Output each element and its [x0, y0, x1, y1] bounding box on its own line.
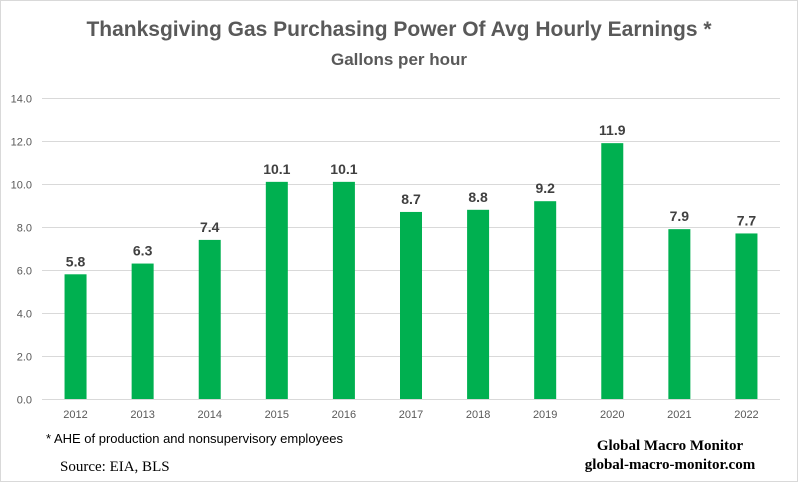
bar-2012	[64, 274, 87, 399]
x-tick-label-2012: 2012	[63, 409, 87, 421]
y-tick-label: 6.0	[17, 266, 32, 278]
data-label-2015: 10.1	[263, 161, 290, 177]
bar-2014	[198, 239, 221, 399]
source-note: Source: EIA, BLS	[60, 459, 170, 475]
brand-name: Global Macro Monitor	[596, 438, 744, 454]
bar-2021	[668, 229, 691, 399]
x-tick-label-2017: 2017	[399, 409, 423, 421]
x-axis-ticks: 2012 2013 2014 2015 2016 2017 2018 2019 2020 2021…	[63, 409, 758, 421]
y-tick-label: 4.0	[17, 309, 32, 321]
chart-title: Thanksgiving Gas Purchasing Power Of Avg…	[86, 18, 712, 41]
bar-2018	[467, 209, 490, 399]
y-tick-label: 12.0	[11, 137, 32, 149]
bar-2017	[400, 211, 422, 399]
bar-2019	[534, 201, 557, 399]
y-tick-label: 14.0	[11, 94, 32, 106]
y-tick-label: 10.0	[11, 180, 32, 192]
x-tick-label-2016: 2016	[332, 409, 356, 421]
data-label-2019: 9.2	[535, 180, 555, 196]
data-label-2021: 7.9	[670, 208, 690, 224]
x-tick-label-2014: 2014	[197, 409, 221, 421]
y-tick-label: 8.0	[17, 223, 32, 235]
y-axis-ticks: 0.0 2.0 4.0 6.0 8.0 10.0 12.0 14.0	[11, 94, 32, 407]
data-label-2012: 5.8	[66, 253, 86, 269]
bars	[64, 143, 758, 399]
data-label-2020: 11.9	[599, 122, 626, 138]
y-tick-label: 0.0	[17, 395, 32, 407]
x-tick-label-2019: 2019	[533, 409, 557, 421]
data-label-2018: 8.8	[468, 189, 488, 205]
x-tick-label-2022: 2022	[734, 409, 758, 421]
x-tick-label-2021: 2021	[667, 409, 691, 421]
brand-url: global-macro-monitor.com	[584, 457, 756, 473]
brand-block: Global Macro Monitor global-macro-monito…	[560, 437, 780, 475]
data-label-2016: 10.1	[330, 161, 357, 177]
data-label-2017: 8.7	[401, 191, 421, 207]
y-tick-label: 2.0	[17, 352, 32, 364]
x-tick-label-2018: 2018	[466, 409, 490, 421]
data-label-2013: 6.3	[133, 243, 153, 259]
data-label-2014: 7.4	[200, 219, 220, 235]
bar-2022	[735, 233, 758, 399]
x-tick-label-2015: 2015	[265, 409, 289, 421]
bar-2013	[131, 263, 154, 399]
data-labels: 5.8 6.3 7.4 10.1 10.1 8.7 8.8 9.2 11.9 7.9 7.7	[66, 122, 757, 269]
chart-subtitle: Gallons per hour	[330, 50, 468, 69]
x-tick-label-2013: 2013	[130, 409, 154, 421]
footnote: * AHE of production and nonsupervisory e…	[46, 431, 344, 446]
bar-2016	[332, 181, 355, 399]
x-tick-label-2020: 2020	[600, 409, 624, 421]
data-label-2022: 7.7	[737, 212, 757, 228]
bar-2020	[601, 143, 624, 399]
bar-2015	[265, 181, 288, 399]
